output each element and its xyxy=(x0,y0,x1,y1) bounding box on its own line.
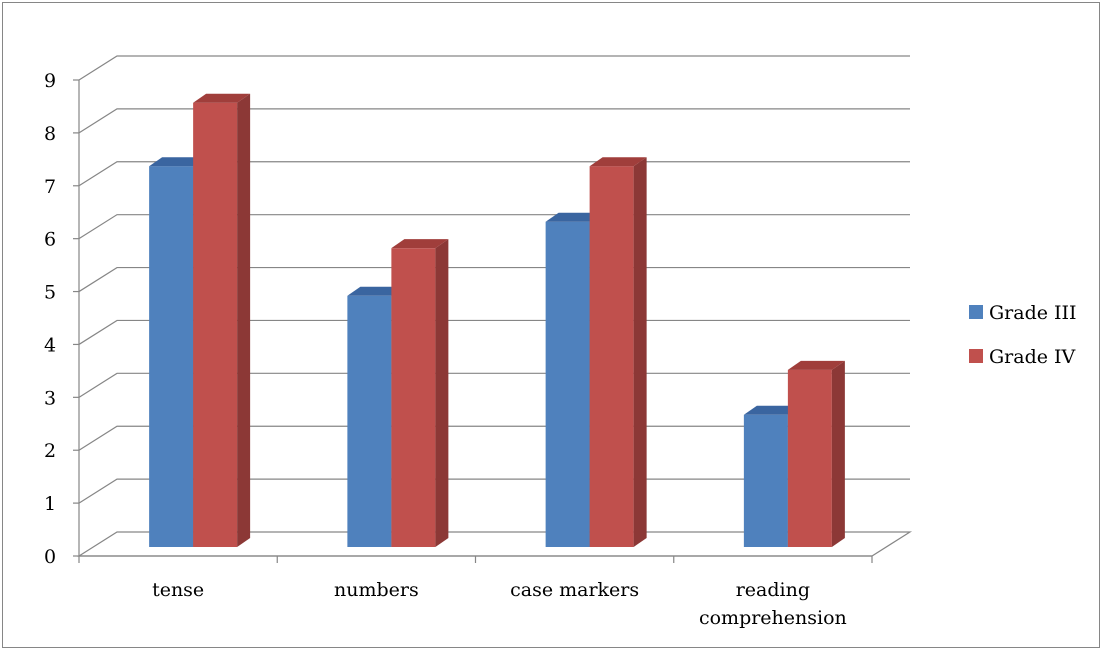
bar-front xyxy=(787,369,832,547)
gridline xyxy=(78,108,910,134)
bar-top xyxy=(149,157,207,167)
bar-front xyxy=(743,414,788,547)
bar-top xyxy=(589,157,647,167)
bar-front xyxy=(589,166,634,547)
bar xyxy=(589,157,647,547)
legend-swatch xyxy=(969,305,983,319)
y-tick-label: 1 xyxy=(44,493,56,515)
bar-side xyxy=(237,93,251,547)
y-tick-label: 7 xyxy=(44,176,56,198)
y-tick-label: 2 xyxy=(44,440,56,462)
bar xyxy=(391,239,449,547)
bar-side xyxy=(831,360,845,547)
x-axis: tense numbers case markers reading comprehen… xyxy=(78,555,873,629)
x-tick-label: numbers xyxy=(334,579,419,601)
bar-side xyxy=(435,239,449,547)
legend: Grade III Grade IV xyxy=(969,302,1077,368)
y-tick-label: 8 xyxy=(44,123,56,145)
y-tick-label: 0 xyxy=(44,546,56,568)
bar-front xyxy=(149,166,194,547)
bar xyxy=(193,93,251,547)
bar-front xyxy=(545,221,590,547)
y-tick-label: 9 xyxy=(44,70,56,92)
bar-top xyxy=(743,405,801,415)
bar-top xyxy=(545,212,603,222)
y-tick-label: 3 xyxy=(44,387,56,409)
bar xyxy=(787,360,845,547)
bar-front xyxy=(193,102,238,547)
bar-front xyxy=(347,295,392,547)
bar-front xyxy=(391,248,436,547)
x-tick-label: tense xyxy=(152,579,204,601)
legend-swatch xyxy=(969,349,983,363)
y-tick-label: 4 xyxy=(44,334,56,356)
bar-top xyxy=(787,360,845,370)
gridline xyxy=(78,55,910,81)
x-tick-label: comprehension xyxy=(699,607,847,629)
bar-top xyxy=(391,239,449,249)
x-tick-label: case markers xyxy=(510,579,639,601)
bar-top xyxy=(193,93,251,103)
y-axis: 0 1 2 3 4 5 6 7 8 9 xyxy=(44,70,80,568)
y-tick-label: 6 xyxy=(44,229,56,251)
y-tick-label: 5 xyxy=(44,282,56,304)
legend-label: Grade IV xyxy=(989,346,1076,368)
legend-label: Grade III xyxy=(989,302,1077,324)
bar-side xyxy=(633,157,647,547)
x-tick-label: reading xyxy=(736,579,810,601)
bar-top xyxy=(347,286,405,296)
bars xyxy=(149,93,845,547)
